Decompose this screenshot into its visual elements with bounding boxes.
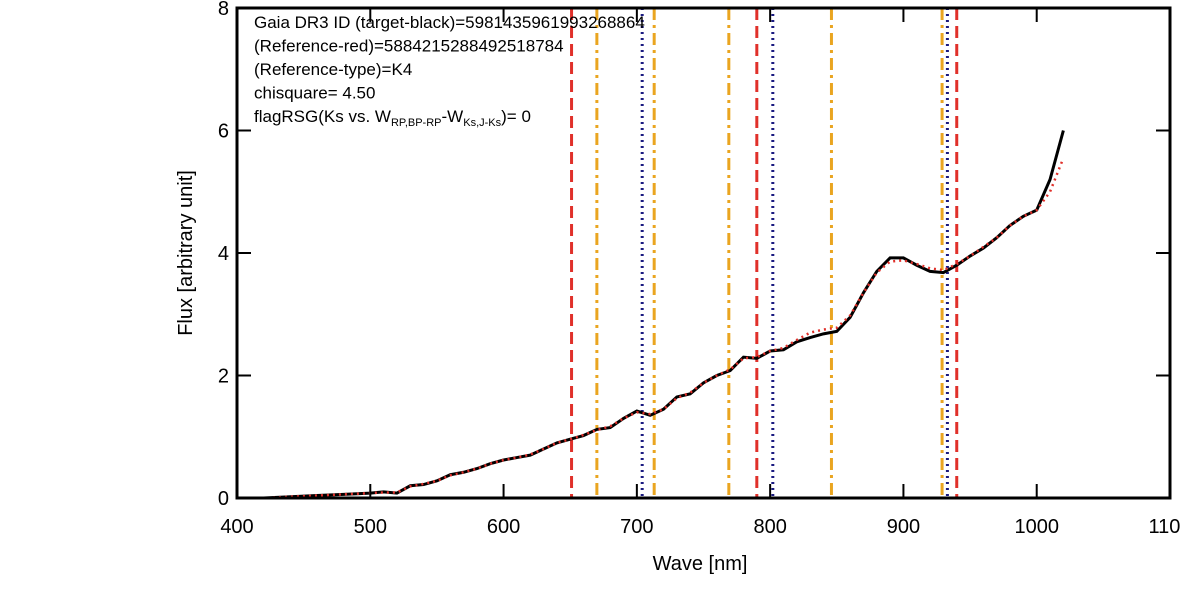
x-tick-label: 800 bbox=[753, 516, 786, 538]
annotation-part: flagRSG(Ks vs. W bbox=[254, 107, 391, 126]
annotation: chisquare= 4.50 bbox=[254, 84, 375, 103]
annotation: Gaia DR3 ID (target-black)=5981435961993… bbox=[254, 13, 645, 32]
data-line bbox=[237, 157, 1065, 500]
x-tick-label: 400 bbox=[220, 516, 253, 538]
x-tick-label: 600 bbox=[487, 516, 520, 538]
y-tick-label: 4 bbox=[218, 243, 229, 265]
x-tick-label: 1000 bbox=[1014, 516, 1059, 538]
x-axis-label: Wave [nm] bbox=[653, 553, 748, 575]
y-tick-label: 8 bbox=[218, 0, 229, 20]
x-tick-label: 700 bbox=[620, 516, 653, 538]
y-tick-label: 2 bbox=[218, 366, 229, 388]
annotation-part: RP,BP-RP bbox=[391, 117, 442, 129]
x-tick-label: 900 bbox=[887, 516, 920, 538]
plot-frame bbox=[235, 6, 1172, 500]
annotation-part: Ks,J-Ks bbox=[463, 117, 501, 129]
y-tick-label: 6 bbox=[218, 121, 229, 143]
x-tick-label: 500 bbox=[354, 516, 387, 538]
annotation: (Reference-red)=5884215288492518784 bbox=[254, 37, 564, 56]
annotation-part: -W bbox=[442, 107, 464, 126]
y-tick-label: 0 bbox=[218, 488, 229, 510]
annotation-part: )= 0 bbox=[501, 107, 531, 126]
y-axis-label: Flux [arbitrary unit] bbox=[175, 170, 197, 336]
data-line bbox=[237, 130, 1065, 500]
annotation: (Reference-type)=K4 bbox=[254, 60, 412, 79]
annotation: flagRSG(Ks vs. WRP,BP-RP-WKs,J-Ks)= 0 bbox=[254, 107, 531, 129]
